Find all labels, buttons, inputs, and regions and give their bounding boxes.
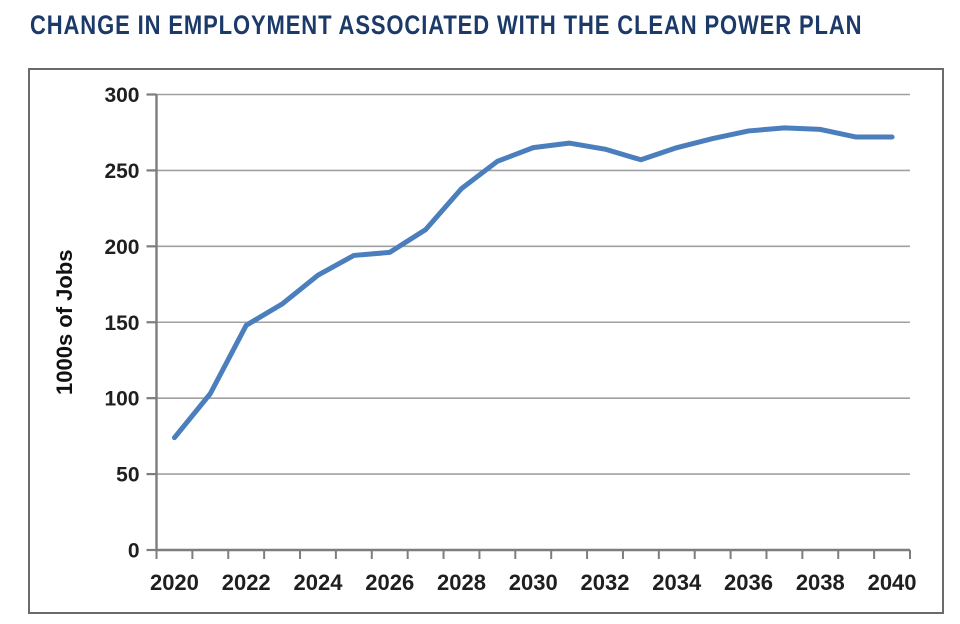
y-tick-label: 100 <box>104 388 139 411</box>
x-tick-label: 2022 <box>222 570 271 595</box>
x-tick-label: 2024 <box>293 570 343 595</box>
y-tick-label: 0 <box>128 540 140 563</box>
y-tick-label: 200 <box>104 236 139 259</box>
x-tick-label: 2040 <box>868 570 917 595</box>
y-tick-label: 150 <box>104 312 139 335</box>
x-tick-label: 2026 <box>365 570 414 595</box>
x-tick-label: 2020 <box>150 570 199 595</box>
employment-trend-line <box>171 125 895 441</box>
x-tick-label: 2032 <box>581 570 630 595</box>
chart-title: CHANGE IN EMPLOYMENT ASSOCIATED WITH THE… <box>30 10 863 41</box>
y-axis-title: 1000s of Jobs <box>52 249 77 395</box>
x-tick-label: 2038 <box>796 570 845 595</box>
x-tick-label: 2036 <box>724 570 773 595</box>
y-tick-label: 50 <box>116 464 139 487</box>
x-tick-label: 2030 <box>509 570 558 595</box>
y-tick-label: 250 <box>104 160 139 183</box>
x-tick-label: 2034 <box>652 570 702 595</box>
y-tick-label: 300 <box>104 84 139 107</box>
chart-frame <box>28 68 944 614</box>
x-tick-label: 2028 <box>437 570 486 595</box>
